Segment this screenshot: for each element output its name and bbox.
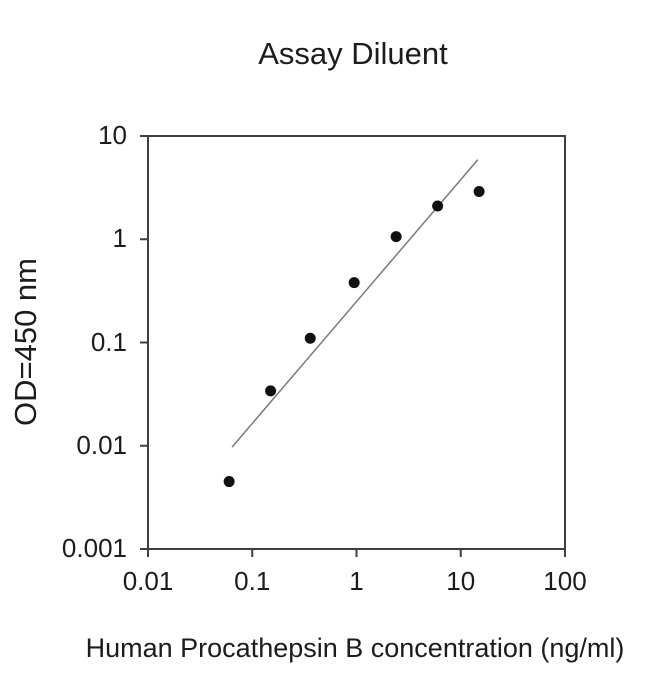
x-axis-title: Human Procathepsin B concentration (ng/m… xyxy=(85,633,625,663)
x-tick-label: 10 xyxy=(446,566,476,596)
y-tick-label: 1 xyxy=(112,223,127,254)
data-point xyxy=(265,385,277,397)
y-tick-label: 0.001 xyxy=(61,532,127,563)
data-point xyxy=(473,186,485,198)
chart-title: Assay Diluent xyxy=(258,36,448,71)
x-tick-label: 0.01 xyxy=(122,566,174,596)
plot-border xyxy=(147,135,566,550)
x-tick-label: 0.1 xyxy=(234,566,271,596)
y-tick-label: 0.01 xyxy=(76,429,127,460)
data-point xyxy=(304,332,316,344)
data-point xyxy=(390,231,402,243)
x-tick-label: 1 xyxy=(349,566,364,596)
data-point xyxy=(348,277,360,289)
data-point xyxy=(223,476,235,488)
x-tick-label: 100 xyxy=(543,566,587,596)
y-tick-label: 10 xyxy=(98,119,127,150)
y-tick-label: 0.1 xyxy=(90,326,127,357)
data-point xyxy=(432,200,444,212)
